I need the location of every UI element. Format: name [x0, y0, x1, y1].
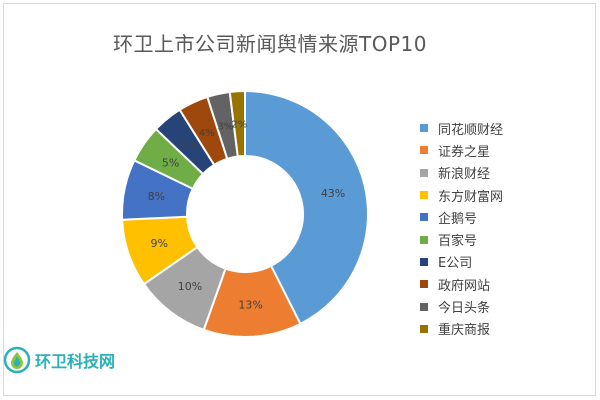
data-labels: 43%13%10%9%8%5%4%4%3%2%	[148, 120, 346, 312]
slice-value-label: 8%	[148, 190, 165, 203]
legend-item: 今日头条	[420, 295, 590, 317]
slice-value-label: 4%	[199, 128, 215, 139]
legend-label: 同花顺财经	[438, 122, 504, 138]
legend-label: 东方财富网	[438, 189, 504, 205]
slice-value-label: 3%	[218, 122, 234, 133]
legend-item: E公司	[420, 251, 590, 273]
legend-swatch	[420, 213, 428, 222]
donut-slice	[228, 89, 246, 158]
legend-label: 百家号	[438, 234, 478, 250]
leaf-drop-icon	[3, 346, 31, 374]
chart-frame	[3, 3, 596, 396]
legend-swatch	[420, 324, 428, 333]
legend-swatch	[420, 124, 428, 133]
legend-label: 政府网站	[438, 278, 491, 294]
slice-value-label: 10%	[178, 280, 202, 293]
legend-item: 证券之星	[420, 139, 590, 161]
legend-label: 新浪财经	[438, 167, 491, 183]
legend-item: 政府网站	[420, 273, 590, 295]
legend-item: 重庆商报	[420, 318, 590, 340]
chart-legend: 同花顺财经证券之星新浪财经东方财富网企鹅号百家号 E公司政府网站今日头条重庆商报	[420, 117, 590, 340]
legend-item: 企鹅号	[420, 206, 590, 228]
watermark-logo: 环卫科技网	[3, 346, 115, 374]
slice-value-label: 13%	[238, 298, 262, 311]
legend-swatch	[420, 280, 428, 289]
slice-value-label: 9%	[151, 237, 168, 250]
slice-value-label: 5%	[162, 156, 179, 169]
legend-label: E公司	[438, 256, 473, 272]
legend-label: 今日头条	[438, 301, 491, 317]
legend-item: 东方财富网	[420, 184, 590, 206]
slice-value-label: 2%	[231, 120, 247, 131]
slice-value-label: 4%	[180, 140, 196, 151]
watermark-text: 环卫科技网	[35, 352, 116, 371]
legend-swatch	[420, 168, 428, 177]
legend-label: 重庆商报	[438, 323, 491, 339]
legend-swatch	[420, 257, 428, 266]
donut-slices	[121, 89, 369, 338]
legend-label: 企鹅号	[438, 211, 478, 227]
legend-swatch	[420, 302, 428, 311]
legend-swatch	[420, 146, 428, 155]
legend-label: 证券之星	[438, 144, 491, 160]
donut-slice	[244, 89, 369, 326]
legend-swatch	[420, 235, 428, 244]
legend-item: 同花顺财经	[420, 117, 590, 139]
legend-item: 百家号	[420, 228, 590, 250]
slice-value-label: 43%	[321, 187, 345, 200]
legend-swatch	[420, 191, 428, 200]
chart-title: 环卫上市公司新闻舆情来源TOP10	[113, 32, 427, 56]
legend-item: 新浪财经	[420, 162, 590, 184]
